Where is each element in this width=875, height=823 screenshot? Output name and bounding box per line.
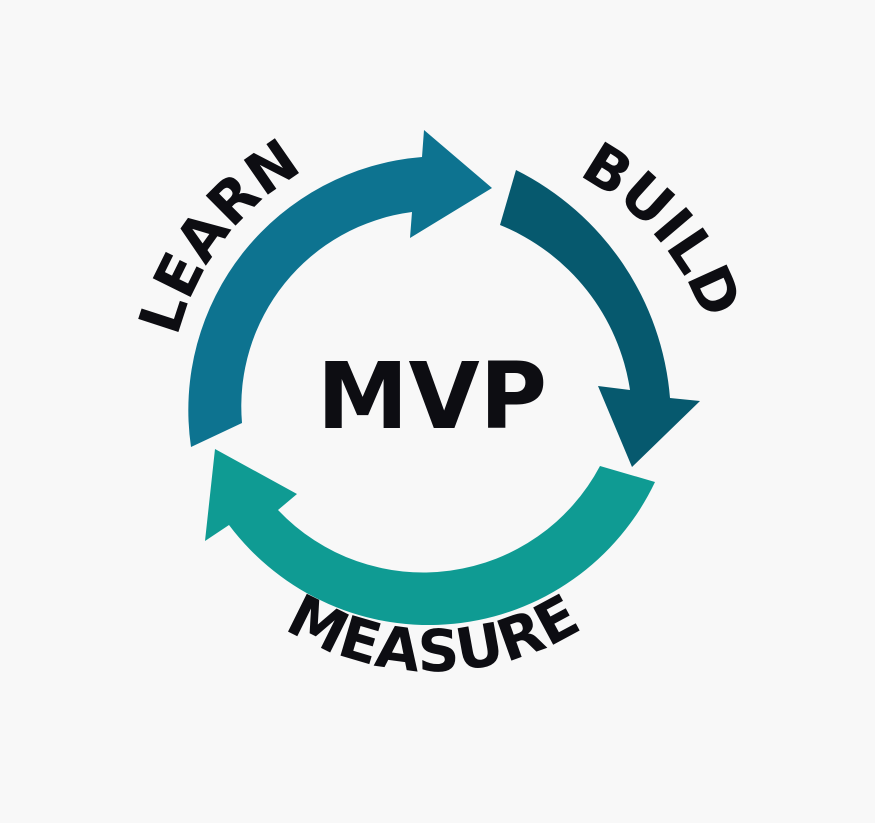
learn-arrow: [188, 130, 492, 447]
measure-arrow: [205, 449, 655, 626]
center-label: MVP: [317, 343, 547, 450]
build-arrow: [500, 170, 700, 467]
